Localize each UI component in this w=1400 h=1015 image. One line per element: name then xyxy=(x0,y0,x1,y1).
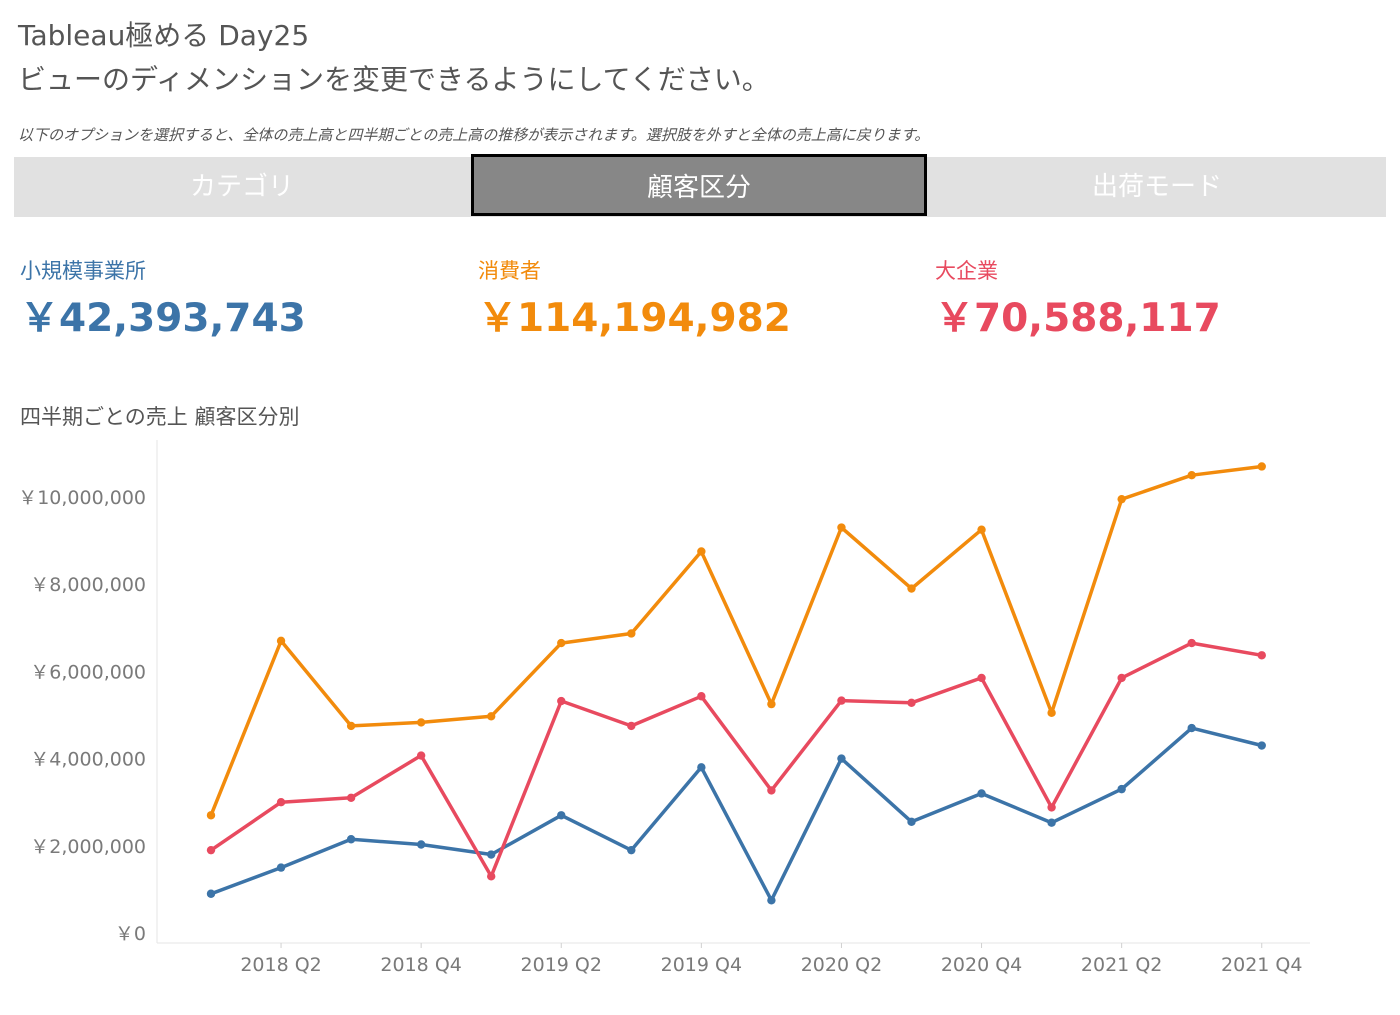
data-point[interactable] xyxy=(487,850,496,859)
x-axis-labels: 2018 Q2 2018 Q4 2019 Q2 2019 Q4 2020 Q2 2020 … xyxy=(240,943,1302,976)
data-point[interactable] xyxy=(276,863,286,872)
kpi-value: ￥114,194,982 xyxy=(478,296,791,341)
data-point[interactable] xyxy=(1187,638,1196,648)
data-point[interactable] xyxy=(697,763,706,772)
data-point[interactable] xyxy=(1047,818,1056,827)
data-point[interactable] xyxy=(627,629,636,638)
page-title: Tableau極める Day25 xyxy=(18,19,310,52)
y-tick-label: ￥10,000,000 xyxy=(18,487,146,509)
data-point[interactable] xyxy=(346,835,356,844)
data-point[interactable] xyxy=(977,673,986,683)
kpi-label: 小規模事業所 xyxy=(20,259,146,283)
kpi-label: 大企業 xyxy=(935,259,998,283)
y-tick-label: ￥0 xyxy=(115,923,146,945)
data-point[interactable] xyxy=(557,638,566,648)
data-point[interactable] xyxy=(1257,741,1266,750)
x-tick-label: 2019 Q2 xyxy=(521,954,602,976)
data-point[interactable] xyxy=(1257,651,1266,660)
data-point[interactable] xyxy=(1117,494,1126,504)
data-point[interactable] xyxy=(416,751,426,760)
y-axis-labels: ￥0 ￥2,000,000 ￥4,000,000 ￥6,000,000 ￥8,000,0… xyxy=(18,487,146,945)
series-enterprise xyxy=(206,638,1266,881)
data-point[interactable] xyxy=(206,811,216,820)
series-lines xyxy=(206,462,1266,905)
data-point[interactable] xyxy=(977,525,986,534)
y-tick-label: ￥4,000,000 xyxy=(30,749,146,771)
data-point[interactable] xyxy=(767,786,776,795)
tab-ship-mode[interactable]: 出荷モード xyxy=(1091,172,1222,202)
data-point[interactable] xyxy=(627,845,636,855)
data-point[interactable] xyxy=(276,636,286,646)
data-point[interactable] xyxy=(416,718,426,727)
instruction-note: 以下のオプションを選択すると、全体の売上高と四半期ごとの売上高の推移が表示されま… xyxy=(18,126,930,144)
data-point[interactable] xyxy=(1047,708,1056,718)
data-point[interactable] xyxy=(1257,462,1266,471)
data-point[interactable] xyxy=(1187,471,1196,480)
kpi-consumer: 消費者 ￥114,194,982 xyxy=(478,256,791,344)
data-point[interactable] xyxy=(206,845,216,855)
data-point[interactable] xyxy=(627,721,636,731)
data-point[interactable] xyxy=(1047,803,1056,812)
data-point[interactable] xyxy=(837,696,846,705)
x-tick-label: 2020 Q4 xyxy=(941,954,1022,976)
data-point[interactable] xyxy=(346,721,356,731)
x-tick-label: 2018 Q2 xyxy=(240,954,321,976)
tab-customer-segment[interactable]: 顧客区分 xyxy=(471,154,927,216)
data-point[interactable] xyxy=(837,523,846,532)
x-tick-label: 2021 Q4 xyxy=(1221,954,1302,976)
kpi-small-business: 小規模事業所 ￥42,393,743 xyxy=(20,256,306,344)
data-point[interactable] xyxy=(837,754,846,763)
y-tick-label: ￥2,000,000 xyxy=(30,836,146,858)
data-point[interactable] xyxy=(206,889,216,898)
data-point[interactable] xyxy=(487,872,496,881)
chart-axes xyxy=(156,440,1310,944)
tab-category[interactable]: カテゴリ xyxy=(189,172,294,202)
series-small-business xyxy=(206,723,1266,905)
data-point[interactable] xyxy=(276,798,286,807)
data-point[interactable] xyxy=(557,696,566,706)
data-point[interactable] xyxy=(907,584,916,593)
x-tick-label: 2019 Q4 xyxy=(661,954,742,976)
data-point[interactable] xyxy=(907,698,916,707)
data-point[interactable] xyxy=(697,692,706,701)
data-point[interactable] xyxy=(1187,723,1196,733)
series-line xyxy=(210,726,1263,903)
data-point[interactable] xyxy=(1117,784,1126,794)
kpi-label: 消費者 xyxy=(478,259,541,283)
y-tick-label: ￥8,000,000 xyxy=(30,574,146,596)
kpi-value: ￥70,588,117 xyxy=(935,296,1221,341)
x-tick-label: 2018 Q4 xyxy=(380,954,461,976)
series-line xyxy=(209,464,1263,816)
kpi-enterprise: 大企業 ￥70,588,117 xyxy=(935,256,1221,344)
data-point[interactable] xyxy=(557,811,566,820)
x-tick-label: 2020 Q2 xyxy=(801,954,882,976)
data-point[interactable] xyxy=(767,896,776,905)
chart-title: 四半期ごとの売上 顧客区分別 xyxy=(20,405,300,429)
x-tick-label: 2021 Q2 xyxy=(1081,954,1162,976)
y-tick-label: ￥6,000,000 xyxy=(30,661,146,683)
data-point[interactable] xyxy=(767,699,776,709)
data-point[interactable] xyxy=(1117,673,1126,683)
data-point[interactable] xyxy=(977,789,986,798)
data-point[interactable] xyxy=(346,793,356,803)
data-point[interactable] xyxy=(907,817,916,827)
kpi-value: ￥42,393,743 xyxy=(20,296,306,341)
data-point[interactable] xyxy=(697,547,706,556)
page-subtitle: ビューのディメンションを変更できるようにしてください。 xyxy=(18,63,770,96)
series-line xyxy=(210,641,1263,879)
dimension-selector: カテゴリ 顧客区分 出荷モード xyxy=(14,154,1386,217)
data-point[interactable] xyxy=(416,840,426,849)
data-point[interactable] xyxy=(487,712,496,721)
series-consumer xyxy=(206,462,1266,820)
